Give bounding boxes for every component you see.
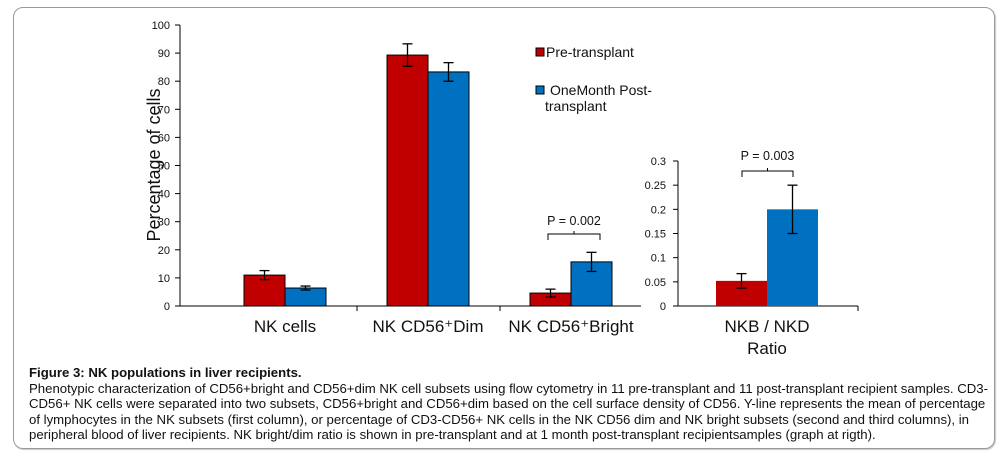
y-tick-label: 100 [152, 20, 170, 32]
y-tick-label: 80 [158, 76, 170, 88]
caption-title: Figure 3: NK populations in liver recipi… [29, 365, 302, 380]
p-value-bright-label: P = 0.002 [547, 214, 601, 228]
y-tick-label: 0.05 [645, 277, 666, 289]
figure-frame [13, 7, 995, 449]
y-axis-title: Percentage of cells [144, 88, 164, 241]
x-category-label: NK cells [254, 317, 316, 336]
legend-label-post-line1: OneMonth Post- [550, 82, 652, 98]
figure-caption: Figure 3: NK populations in liver recipi… [29, 365, 989, 443]
caption-body: Phenotypic characterization of CD56+brig… [29, 380, 989, 443]
y-tick-label: 0 [660, 301, 666, 313]
bar-pre-0 [243, 274, 286, 307]
p-value-ratio-bracket [741, 168, 794, 177]
legend-label-pre: Pre-transplant [546, 44, 634, 60]
y-tick-label: 0.2 [651, 204, 666, 216]
y-tick-label: 0.15 [645, 229, 666, 241]
p-value-bright-bracket [547, 231, 601, 240]
x-category-label: NK CD56⁺Bright [508, 317, 633, 336]
x-category-label-line1: NKB / NKD [724, 317, 809, 336]
y-tick-label: 10 [158, 273, 170, 285]
legend-label-post-line2: transplant [545, 98, 607, 114]
y-tick-label: 20 [158, 245, 170, 257]
bar-post-0 [284, 287, 327, 307]
y-tick-label: 40 [158, 189, 170, 201]
y-tick-label: 70 [158, 104, 170, 116]
y-tick-label: 90 [158, 48, 170, 60]
x-category-label-line2: Ratio [747, 339, 787, 358]
y-tick-label: 0.1 [651, 253, 666, 265]
y-tick-label: 60 [158, 132, 170, 144]
y-tick-label: 50 [158, 161, 170, 173]
x-category-label: NK CD56⁺Dim [373, 317, 484, 336]
y-tick-label: 0.3 [651, 156, 666, 168]
p-value-ratio-label: P = 0.003 [741, 149, 795, 163]
y-tick-label: 0 [164, 301, 170, 313]
legend-swatch-post [535, 85, 545, 95]
y-tick-label: 30 [158, 217, 170, 229]
bar-pre-1 [386, 54, 429, 307]
y-tick-label: 0.25 [645, 180, 666, 192]
bar-post-1 [427, 71, 470, 307]
legend-swatch-pre [535, 47, 545, 57]
